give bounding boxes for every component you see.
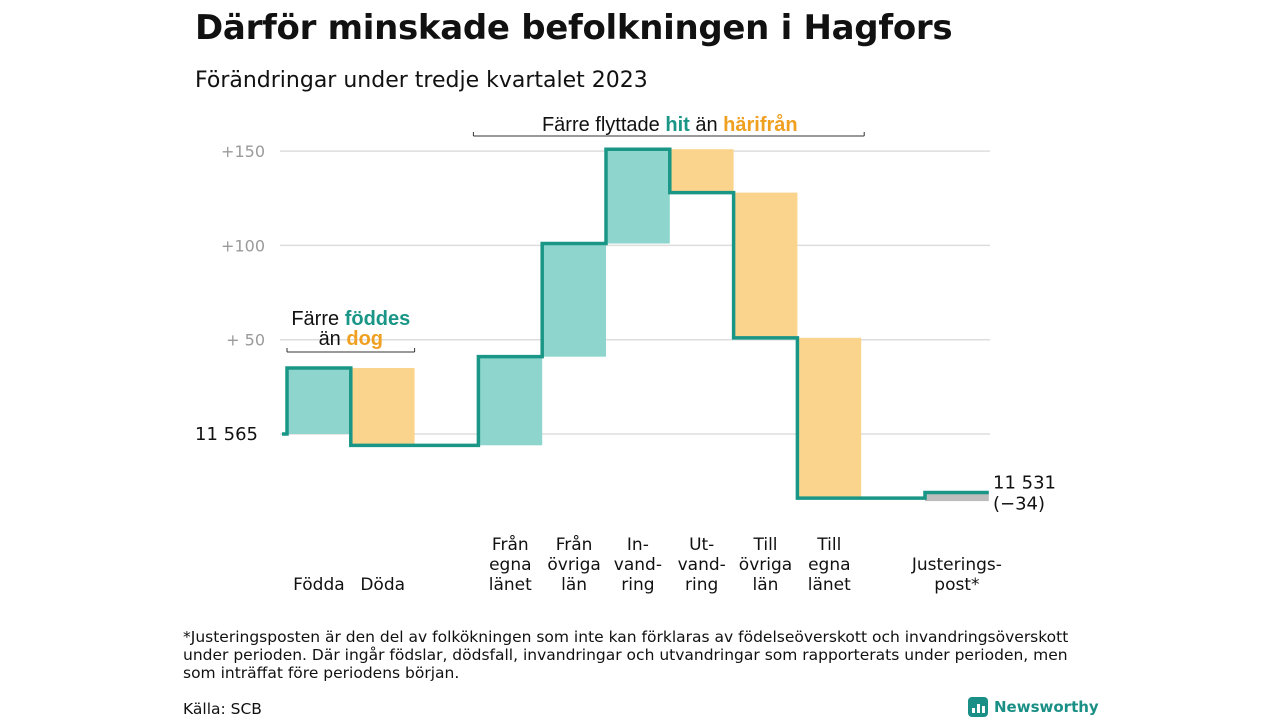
annotation-part: Färre — [291, 308, 344, 330]
category-label: Justerings- — [911, 555, 1002, 575]
category-label: övriga — [739, 555, 792, 575]
annotation-part: än — [319, 328, 347, 350]
bar-chart-icon — [968, 697, 988, 717]
waterfall-bar — [542, 243, 606, 357]
category-label: In- — [627, 535, 649, 555]
category-label: egna — [808, 555, 850, 575]
y-tick-label: + 50 — [226, 331, 265, 350]
chart-subtitle: Förändringar under tredje kvartalet 2023 — [195, 68, 648, 93]
category-label: Till — [752, 535, 777, 555]
source-label: Källa: SCB — [183, 700, 262, 718]
category-label: Från — [556, 534, 593, 555]
category-label: vand- — [678, 555, 726, 575]
annotation-part: Färre flyttade — [542, 114, 665, 136]
category-label: ring — [621, 575, 654, 595]
end-value-label: (−34) — [993, 493, 1045, 514]
waterfall-bar — [669, 149, 734, 193]
category-label: Födda — [293, 575, 345, 595]
waterfall-bar — [733, 192, 798, 338]
baseline-label: 11 565 — [195, 424, 258, 445]
annotation-part: än — [690, 114, 723, 136]
category-label: övriga — [547, 555, 600, 575]
category-label: Till — [816, 535, 841, 555]
footnote: *Justeringsposten är den del av folkökni… — [183, 628, 1069, 682]
y-tick-label: +150 — [221, 142, 265, 161]
category-label: Ut- — [689, 535, 714, 555]
brand-logo: Newsworthy — [968, 697, 1099, 717]
category-label: län — [753, 575, 779, 595]
annotation-text: än dog — [319, 328, 383, 350]
waterfall-bar — [925, 492, 989, 502]
category-label: länet — [489, 575, 532, 595]
annotation-text: Färre flyttade hit än härifrån — [542, 113, 798, 136]
annotation-part: dog — [346, 328, 383, 350]
annotation-part: hit — [665, 114, 690, 136]
waterfall-bar — [606, 149, 670, 244]
waterfall-bar — [350, 367, 415, 446]
category-label: Döda — [360, 575, 405, 595]
waterfall-bar — [478, 356, 543, 446]
category-label: post* — [934, 575, 979, 595]
annotation-part: föddes — [345, 308, 411, 330]
waterfall-bar — [797, 337, 862, 499]
y-tick-label: +100 — [221, 236, 265, 255]
category-label: egna — [489, 555, 531, 575]
running-total-line — [282, 147, 989, 500]
end-value-label: 11 531 — [993, 472, 1056, 493]
brand-name: Newsworthy — [994, 698, 1099, 716]
category-label: länet — [808, 575, 851, 595]
category-label: ring — [685, 575, 718, 595]
annotation-part: härifrån — [723, 113, 797, 136]
annotation-text: Färre föddes — [291, 308, 410, 330]
category-label: vand- — [614, 555, 662, 575]
category-label: län — [561, 575, 587, 595]
waterfall-bar — [287, 367, 351, 434]
chart-title: Därför minskade befolkningen i Hagfors — [195, 8, 953, 48]
category-label: Från — [492, 534, 529, 555]
